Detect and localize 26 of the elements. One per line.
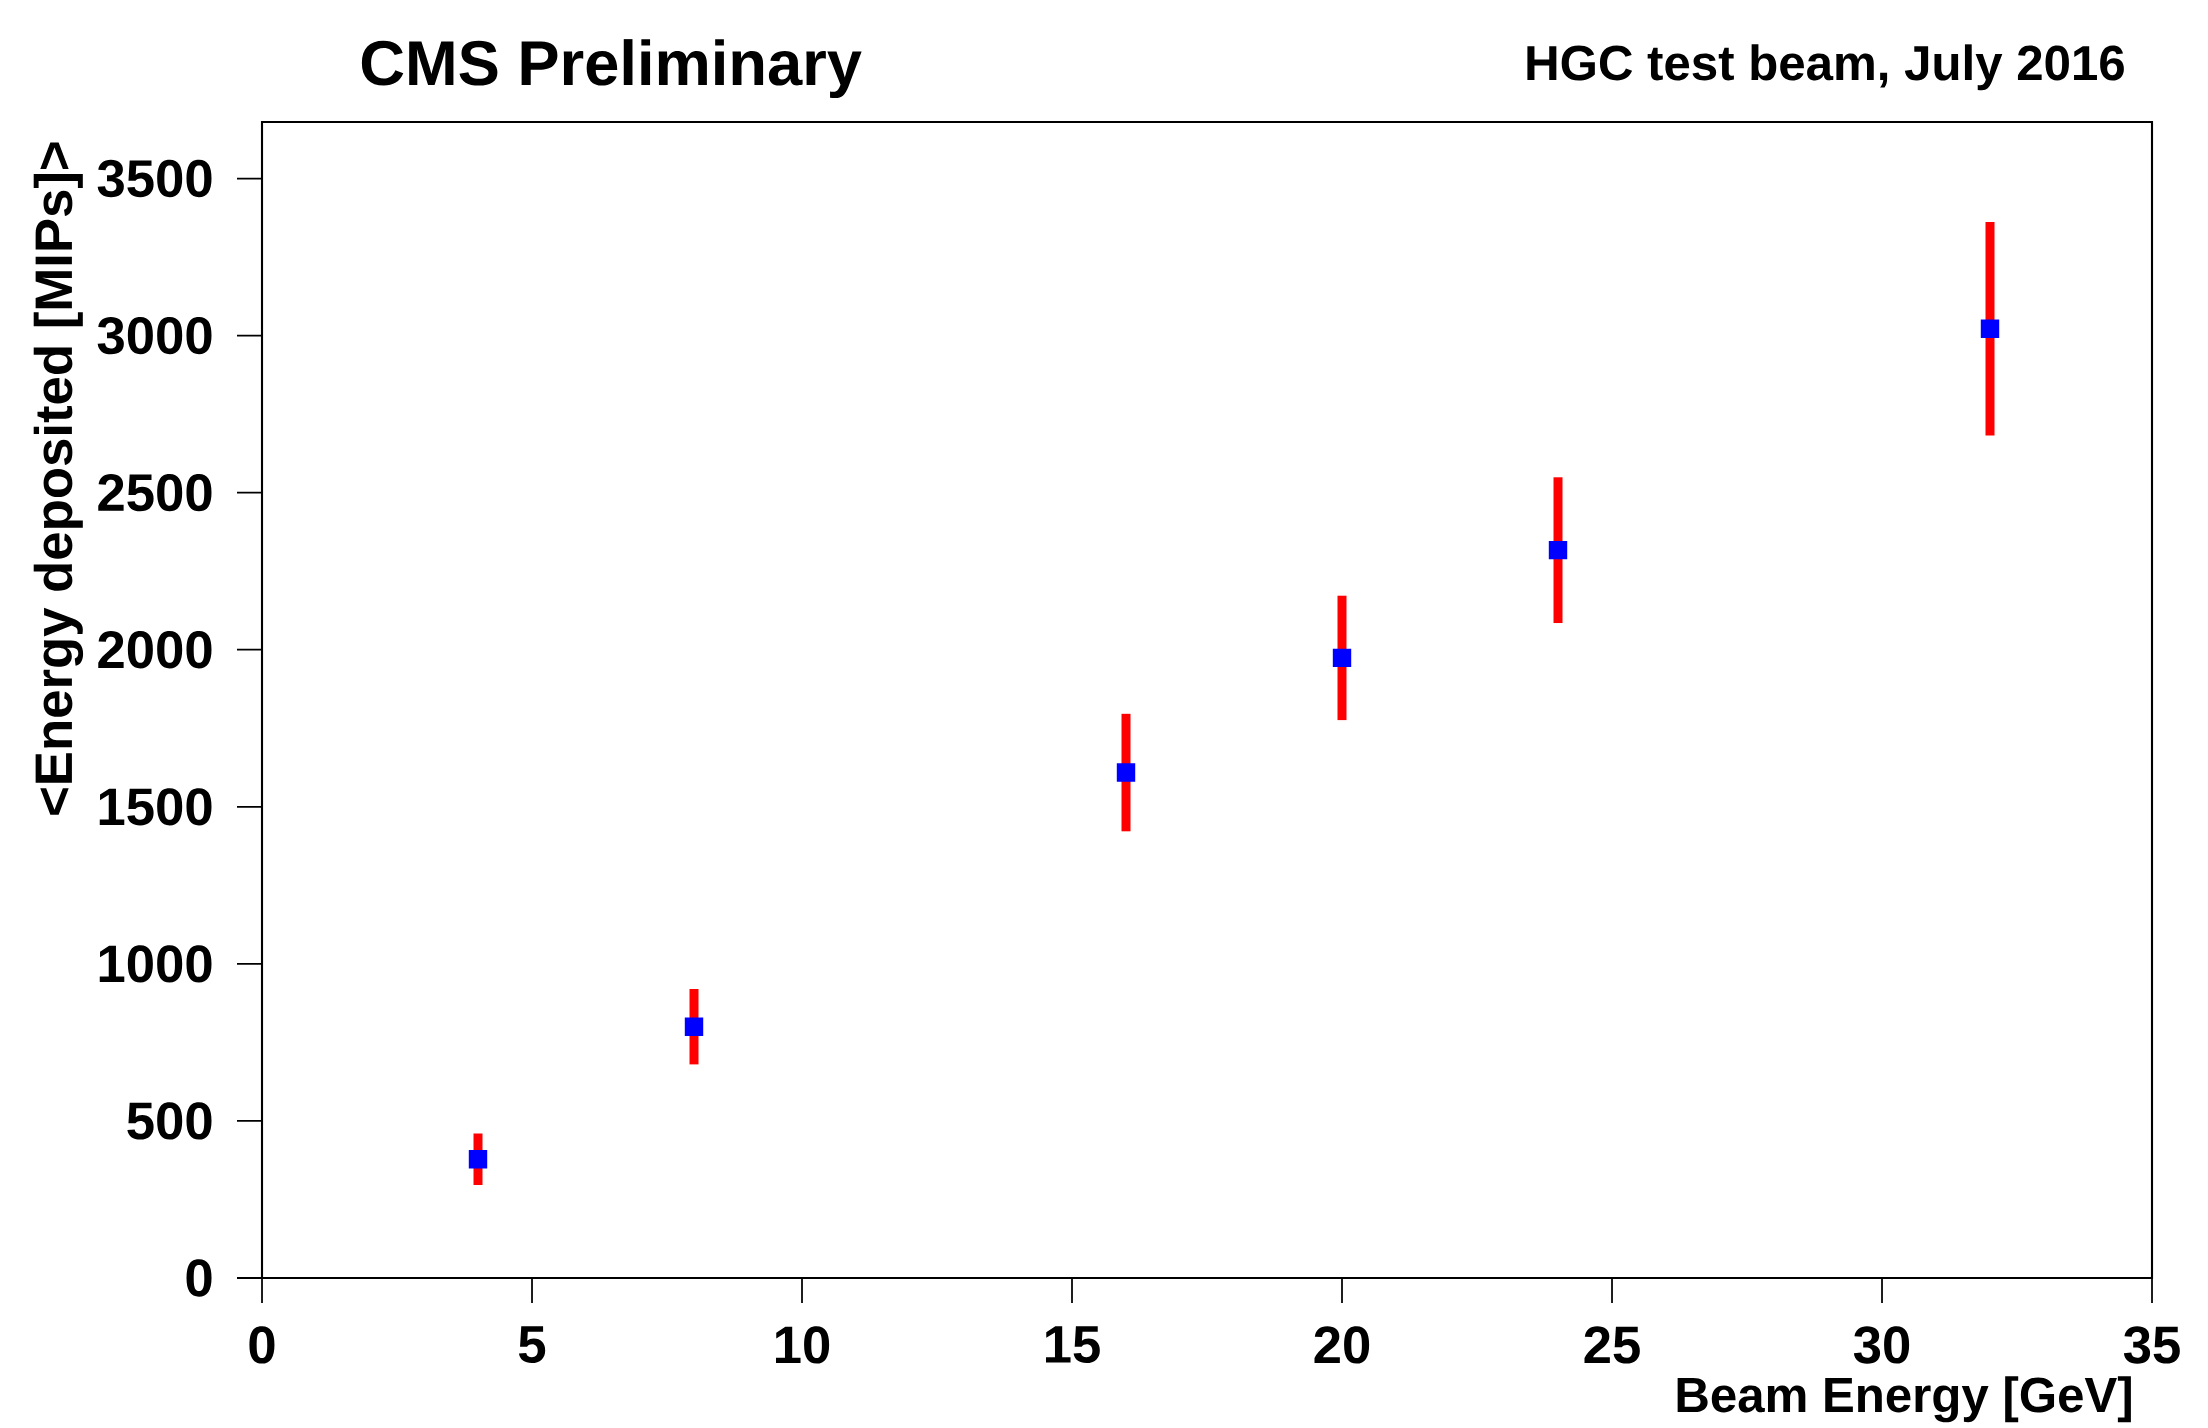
y-tick-label: 2000	[98, 631, 212, 669]
x-tick-label: 35	[2123, 1326, 2180, 1364]
x-axis-title: Beam Energy [GeV]	[1677, 1376, 2131, 1423]
chart-subtitle: HGC test beam, July 2016	[1527, 44, 2124, 91]
x-tick-label: 25	[1584, 1326, 1640, 1364]
y-tick-label: 1500	[99, 788, 212, 826]
y-tick-label: 500	[127, 1102, 212, 1140]
y-tick-label: 3500	[97, 159, 212, 198]
point	[1548, 540, 1568, 560]
x-tick-label: 30	[1853, 1326, 1910, 1364]
x-tick-label: 10	[775, 1326, 830, 1364]
point	[1980, 319, 2000, 338]
x-tick-label: 5	[518, 1326, 546, 1364]
y-axis-title: <Energy deposited [MIPs]>	[33, 142, 84, 815]
x-tick-label: 20	[1314, 1326, 1370, 1364]
point	[684, 1017, 704, 1036]
chart-title: CMS Preliminary	[361, 39, 862, 99]
y-tick-label: 2500	[98, 474, 212, 512]
point	[468, 1150, 488, 1169]
point	[1332, 648, 1352, 668]
y-tick-label: 1000	[99, 945, 212, 983]
x-tick-label: 15	[1045, 1326, 1100, 1364]
point	[1116, 763, 1136, 782]
y-tick-label: 0	[186, 1259, 212, 1297]
x-tick-label: 0	[249, 1326, 275, 1364]
y-tick-label: 3000	[97, 316, 212, 355]
